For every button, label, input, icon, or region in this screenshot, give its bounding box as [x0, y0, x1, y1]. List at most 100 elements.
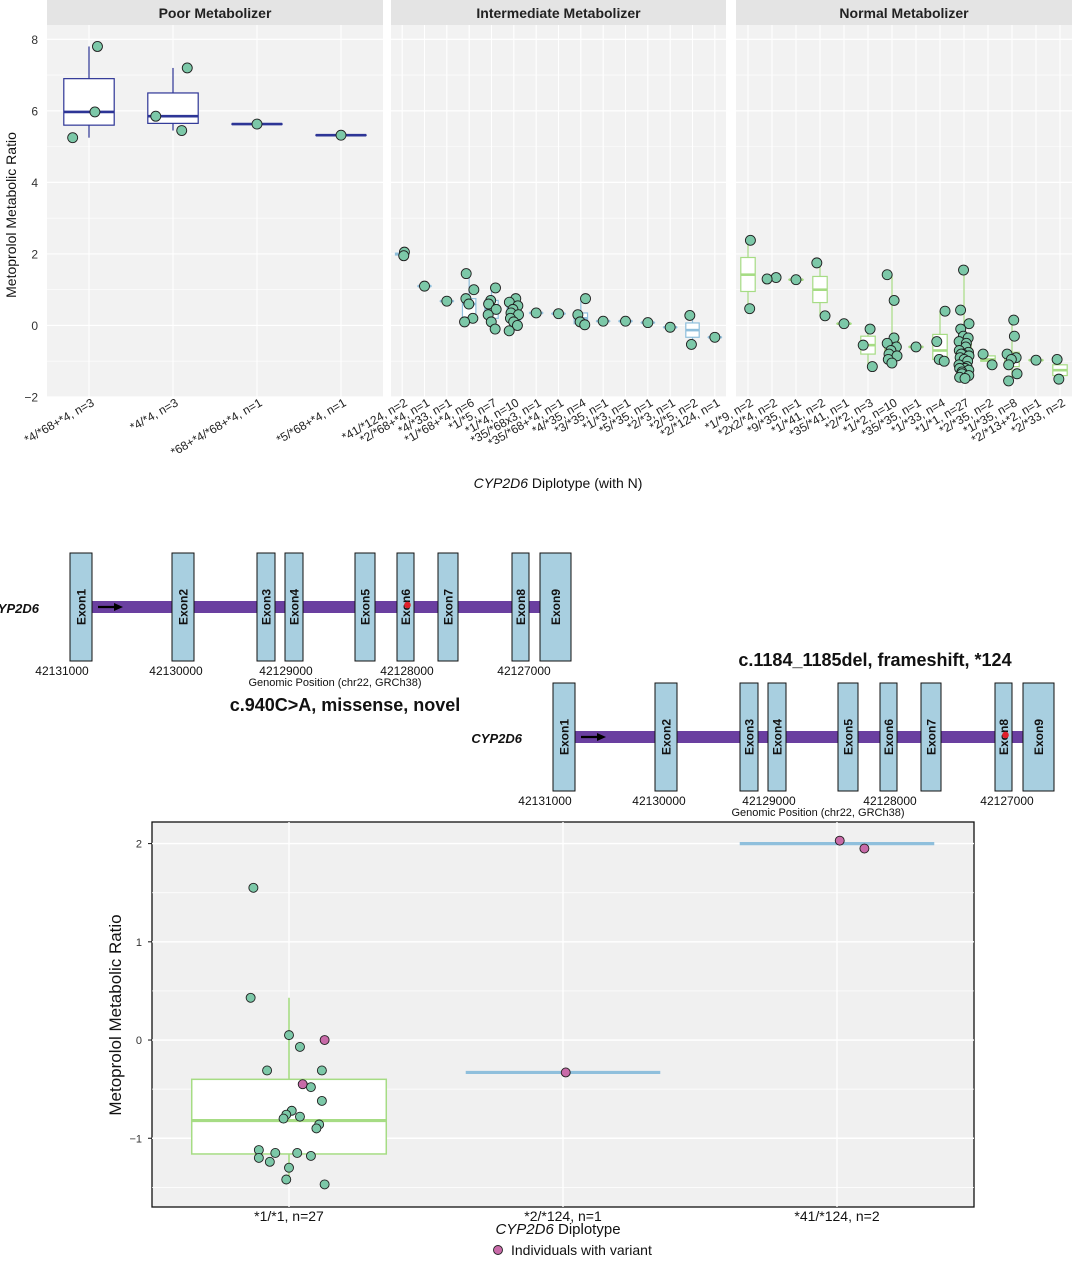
genomic-position-tick: 42127000 — [497, 664, 551, 678]
data-point — [744, 303, 756, 315]
exon-label: Exon3 — [260, 589, 274, 625]
data-point — [490, 303, 502, 315]
data-point — [709, 331, 721, 343]
gene-body — [553, 731, 1053, 743]
exon-label: Exon3 — [743, 719, 757, 755]
genomic-position-tick: 42128000 — [863, 794, 917, 808]
data-point — [1030, 354, 1042, 366]
exon-box — [767, 682, 787, 792]
data-point — [253, 1152, 264, 1163]
data-point — [958, 264, 969, 276]
data-point — [284, 1030, 294, 1041]
variant-data-point — [859, 843, 870, 854]
panel-c-groups: *1/*1, n=27 *2/*124, n=1 *41/*124, n=2 — [190, 835, 935, 1224]
data-point — [857, 339, 869, 351]
data-point — [295, 1041, 305, 1052]
y-tick-label: 1 — [136, 937, 142, 949]
exon-label: Exon2 — [660, 719, 674, 755]
exon-1: Exon1 — [552, 682, 576, 792]
exon-label: Exon1 — [558, 719, 572, 755]
genomic-position-tick: 42128000 — [380, 664, 434, 678]
exon-8: Exon8 — [994, 682, 1013, 792]
panel-a-y-tick-label: 8 — [31, 33, 38, 47]
data-point — [305, 1150, 316, 1161]
data-point — [910, 341, 922, 353]
data-point — [264, 1156, 275, 1167]
exon-7: Exon7 — [437, 552, 459, 662]
gene-diagram-frameshift: CYP2D6 Exon1 Exon2 Exon3 Exon4 Exon5 Exon6 Exon… — [471, 650, 1055, 819]
exon-4: Exon4 — [284, 552, 304, 662]
exon-3: Exon3 — [256, 552, 276, 662]
group-1-1-n-27: *1/*1, n=27 — [190, 882, 388, 1224]
data-point — [642, 317, 654, 329]
data-point — [319, 1179, 330, 1190]
data-point — [959, 372, 971, 384]
data-point — [490, 282, 501, 294]
facet-poor-metabolizer: Poor Metabolizer*4/*68+*4, n=3 *4/*4, n=3… — [22, 0, 383, 459]
genomic-position-tick: 42130000 — [632, 794, 686, 808]
panel-a-y-axis-title: Metoprolol Metabolic Ratio — [3, 132, 19, 298]
direction-arrow-icon — [597, 733, 606, 741]
exon-label: Exon1 — [75, 589, 89, 625]
facet-strip-label: Intermediate Metabolizer — [476, 5, 641, 21]
y-tick-label: −1 — [129, 1133, 142, 1145]
data-point — [316, 1095, 327, 1106]
data-point — [245, 992, 256, 1003]
panel-a-y-tick-label: 4 — [31, 176, 38, 190]
data-point — [790, 274, 802, 286]
panel-c-y-axis-title: Metoprolol Metabolic Ratio — [106, 914, 125, 1115]
gene-diagram-missense: CYP2D6 Exon1 Exon2 Exon3 Exon4 Exon5 Exon6 Exon… — [0, 552, 572, 715]
data-point — [553, 308, 564, 320]
facet-strip-label: Normal Metabolizer — [839, 5, 969, 21]
data-point — [888, 294, 900, 306]
data-point — [530, 307, 542, 319]
data-point — [463, 298, 475, 310]
data-point — [685, 338, 697, 350]
data-point — [316, 1065, 327, 1076]
variant-title: c.1184_1185del, frameshift, *124 — [738, 650, 1011, 670]
genomic-axis-label: Genomic Position (chr22, GRCh38) — [731, 807, 904, 819]
data-point — [938, 355, 950, 367]
facet-panel — [736, 25, 1072, 397]
panel-a-y-tick-label: 0 — [31, 319, 38, 333]
exon-box — [171, 552, 195, 662]
data-point — [460, 268, 472, 280]
data-point — [278, 1113, 289, 1124]
data-point — [986, 359, 998, 371]
data-point — [284, 1162, 294, 1173]
exon-label: Exon5 — [842, 719, 856, 755]
data-point — [886, 357, 898, 369]
data-point — [176, 125, 188, 136]
data-point — [1011, 368, 1023, 380]
data-point — [181, 62, 193, 74]
exon-5: Exon5 — [354, 552, 376, 662]
exon-label: Exon6 — [882, 719, 896, 755]
data-point — [150, 110, 162, 122]
panel-c-x-axis-rest: Diplotype — [554, 1221, 621, 1238]
exon-2: Exon2 — [654, 682, 678, 792]
exon-box — [552, 682, 576, 792]
data-point — [262, 1065, 273, 1076]
gene-body — [70, 601, 570, 613]
panel-a-facets: Poor Metabolizer*4/*68+*4, n=3 *4/*4, n=3… — [22, 0, 1072, 459]
data-point — [1008, 314, 1020, 326]
data-point — [744, 234, 756, 246]
exon-6: Exon6 — [879, 682, 898, 792]
panel-a-y-tick-label: 2 — [31, 247, 38, 261]
data-point — [770, 272, 782, 283]
facet-intermediate-metabolizer: Intermediate Metabolizer*41/*124, n=2*2/… — [339, 0, 726, 450]
data-point — [580, 293, 591, 305]
exon-box — [69, 552, 93, 662]
genomic-axis-label: Genomic Position (chr22, GRCh38) — [248, 677, 421, 689]
legend: Individuals with variant — [493, 1242, 652, 1258]
panel-a-y-tick-label: −2 — [24, 391, 38, 405]
data-point — [270, 1148, 281, 1158]
exon-8: Exon8 — [511, 552, 530, 662]
variant-data-point — [560, 1067, 571, 1078]
exon-box — [511, 552, 530, 662]
box — [63, 78, 115, 126]
data-point — [1003, 375, 1015, 387]
data-point — [305, 1082, 316, 1093]
exon-label: Exon9 — [1032, 719, 1046, 755]
exon-label: Exon5 — [359, 589, 373, 625]
